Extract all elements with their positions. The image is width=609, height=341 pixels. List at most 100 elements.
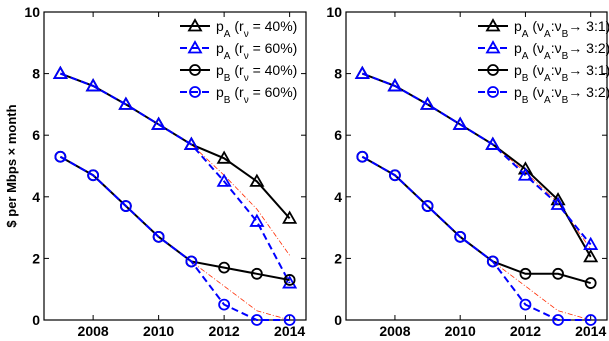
- legend-marker: [189, 86, 201, 98]
- legend-label: pA (rν = 60%): [216, 40, 297, 62]
- x-tick-label: 2008: [78, 323, 109, 339]
- series-line: [361, 72, 592, 258]
- data-point: [550, 196, 566, 210]
- y-tick-label: 6: [334, 127, 342, 143]
- data-point: [387, 78, 403, 92]
- data-point: [118, 96, 134, 110]
- data-point: [216, 173, 232, 187]
- data-point: [249, 213, 265, 227]
- data-point: [583, 236, 599, 250]
- data-point: [54, 150, 67, 163]
- reference-line: [60, 73, 290, 256]
- data-point: [519, 298, 532, 311]
- legend-entry: pA (rν = 60%): [180, 40, 297, 62]
- legend-marker: [187, 40, 203, 54]
- data-point: [517, 167, 533, 181]
- data-point: [282, 275, 298, 289]
- reference-line: [60, 156, 290, 321]
- data-point: [420, 96, 436, 110]
- x-tick-label: 2010: [143, 323, 174, 339]
- data-point: [356, 150, 369, 163]
- data-point: [250, 267, 263, 280]
- data-point: [85, 78, 101, 92]
- legend-label: pB (νA:νB→ 3:1): [514, 62, 609, 84]
- y-tick-label: 2: [334, 250, 342, 266]
- data-point: [87, 169, 100, 182]
- data-point: [216, 150, 232, 164]
- x-tick-label: 2008: [379, 323, 410, 339]
- data-point: [552, 267, 564, 280]
- data-point: [454, 230, 467, 243]
- legend: pA (νA:νB→ 3:1)pA (νA:νB→ 3:2)pB (νA:νB→…: [478, 18, 609, 106]
- reference-line: [362, 156, 591, 321]
- legend-label: pA (νA:νB→ 3:1): [514, 18, 609, 40]
- legend-label: pB (rν = 40%): [216, 62, 297, 84]
- data-point: [517, 161, 533, 175]
- data-point: [389, 169, 401, 182]
- y-tick-label: 6: [32, 127, 40, 143]
- y-tick-label: 8: [32, 66, 40, 82]
- data-point: [584, 277, 597, 289]
- legend-entry: pA (νA:νB→ 3:1): [478, 18, 609, 40]
- data-point: [486, 255, 499, 268]
- legend-label: pA (νA:νB→ 3:2): [514, 40, 609, 62]
- y-tick-label: 10: [24, 4, 40, 20]
- y-tick-label: 8: [334, 66, 342, 82]
- y-tick-label: 4: [334, 189, 342, 205]
- plot-frame: [43, 11, 307, 321]
- data-point: [485, 136, 501, 150]
- y-tick-label: 0: [334, 312, 342, 328]
- data-point: [183, 136, 199, 150]
- legend-entry: pA (νA:νB→ 3:2): [478, 40, 609, 62]
- series-line: [361, 155, 591, 321]
- x-tick-label: 2014: [575, 323, 606, 339]
- series-line: [59, 155, 290, 321]
- legend-marker: [189, 64, 201, 76]
- data-point: [185, 255, 198, 268]
- data-point: [584, 314, 597, 326]
- data-point: [250, 314, 263, 326]
- legend-entry: pA (rν = 40%): [180, 18, 297, 40]
- data-point: [421, 200, 434, 212]
- data-point: [249, 173, 265, 187]
- data-point: [283, 314, 296, 326]
- y-tick-label: 4: [32, 189, 40, 205]
- x-tick-label: 2012: [209, 323, 240, 339]
- data-point: [354, 65, 370, 79]
- data-point: [583, 249, 599, 263]
- legend-marker: [487, 64, 499, 76]
- y-tick-label: 2: [32, 250, 40, 266]
- right-chart-panel: 0 2 4 6 8 10 2008 2010 2012 2014 pA (νA:νB→ 3:1)pA…: [326, 4, 609, 339]
- legend-marker: [485, 18, 501, 32]
- legend-entry: pB (νA:νB→ 3:2): [478, 84, 609, 106]
- legend: pA (rν = 40%)pA (rν = 60%)pB (rν = 40%)p…: [180, 18, 297, 106]
- legend-entry: pB (rν = 40%): [180, 62, 297, 84]
- y-tick-label: 0: [32, 312, 40, 328]
- legend-label: pB (rν = 60%): [216, 84, 297, 106]
- legend-entry: pB (rν = 60%): [180, 84, 297, 106]
- y-axis-label: $ per Mbps × month: [4, 104, 19, 227]
- x-tick-label: 2010: [445, 323, 476, 339]
- plot-frame: [345, 11, 608, 321]
- legend-entry: pB (νA:νB→ 3:1): [478, 62, 609, 84]
- left-chart-panel: 0 2 4 6 8 10 2008 2010 2012 2014 $ per Mbps × mont…: [4, 4, 307, 339]
- data-point: [151, 116, 167, 130]
- x-tick-label: 2012: [510, 323, 541, 339]
- legend-label: pA (rν = 40%): [216, 18, 297, 40]
- data-point: [218, 261, 231, 274]
- data-point: [119, 200, 132, 212]
- y-tick-label: 10: [326, 4, 342, 20]
- data-point: [282, 210, 298, 224]
- legend-marker: [187, 18, 203, 32]
- data-point: [519, 267, 532, 280]
- legend-marker: [487, 86, 499, 98]
- data-point: [218, 298, 231, 311]
- legend-label: pB (νA:νB→ 3:2): [514, 84, 609, 106]
- data-point: [552, 314, 564, 326]
- data-point: [283, 274, 296, 286]
- x-tick-label: 2014: [274, 323, 305, 339]
- legend-marker: [485, 40, 501, 54]
- data-point: [452, 116, 468, 130]
- data-point: [152, 230, 165, 243]
